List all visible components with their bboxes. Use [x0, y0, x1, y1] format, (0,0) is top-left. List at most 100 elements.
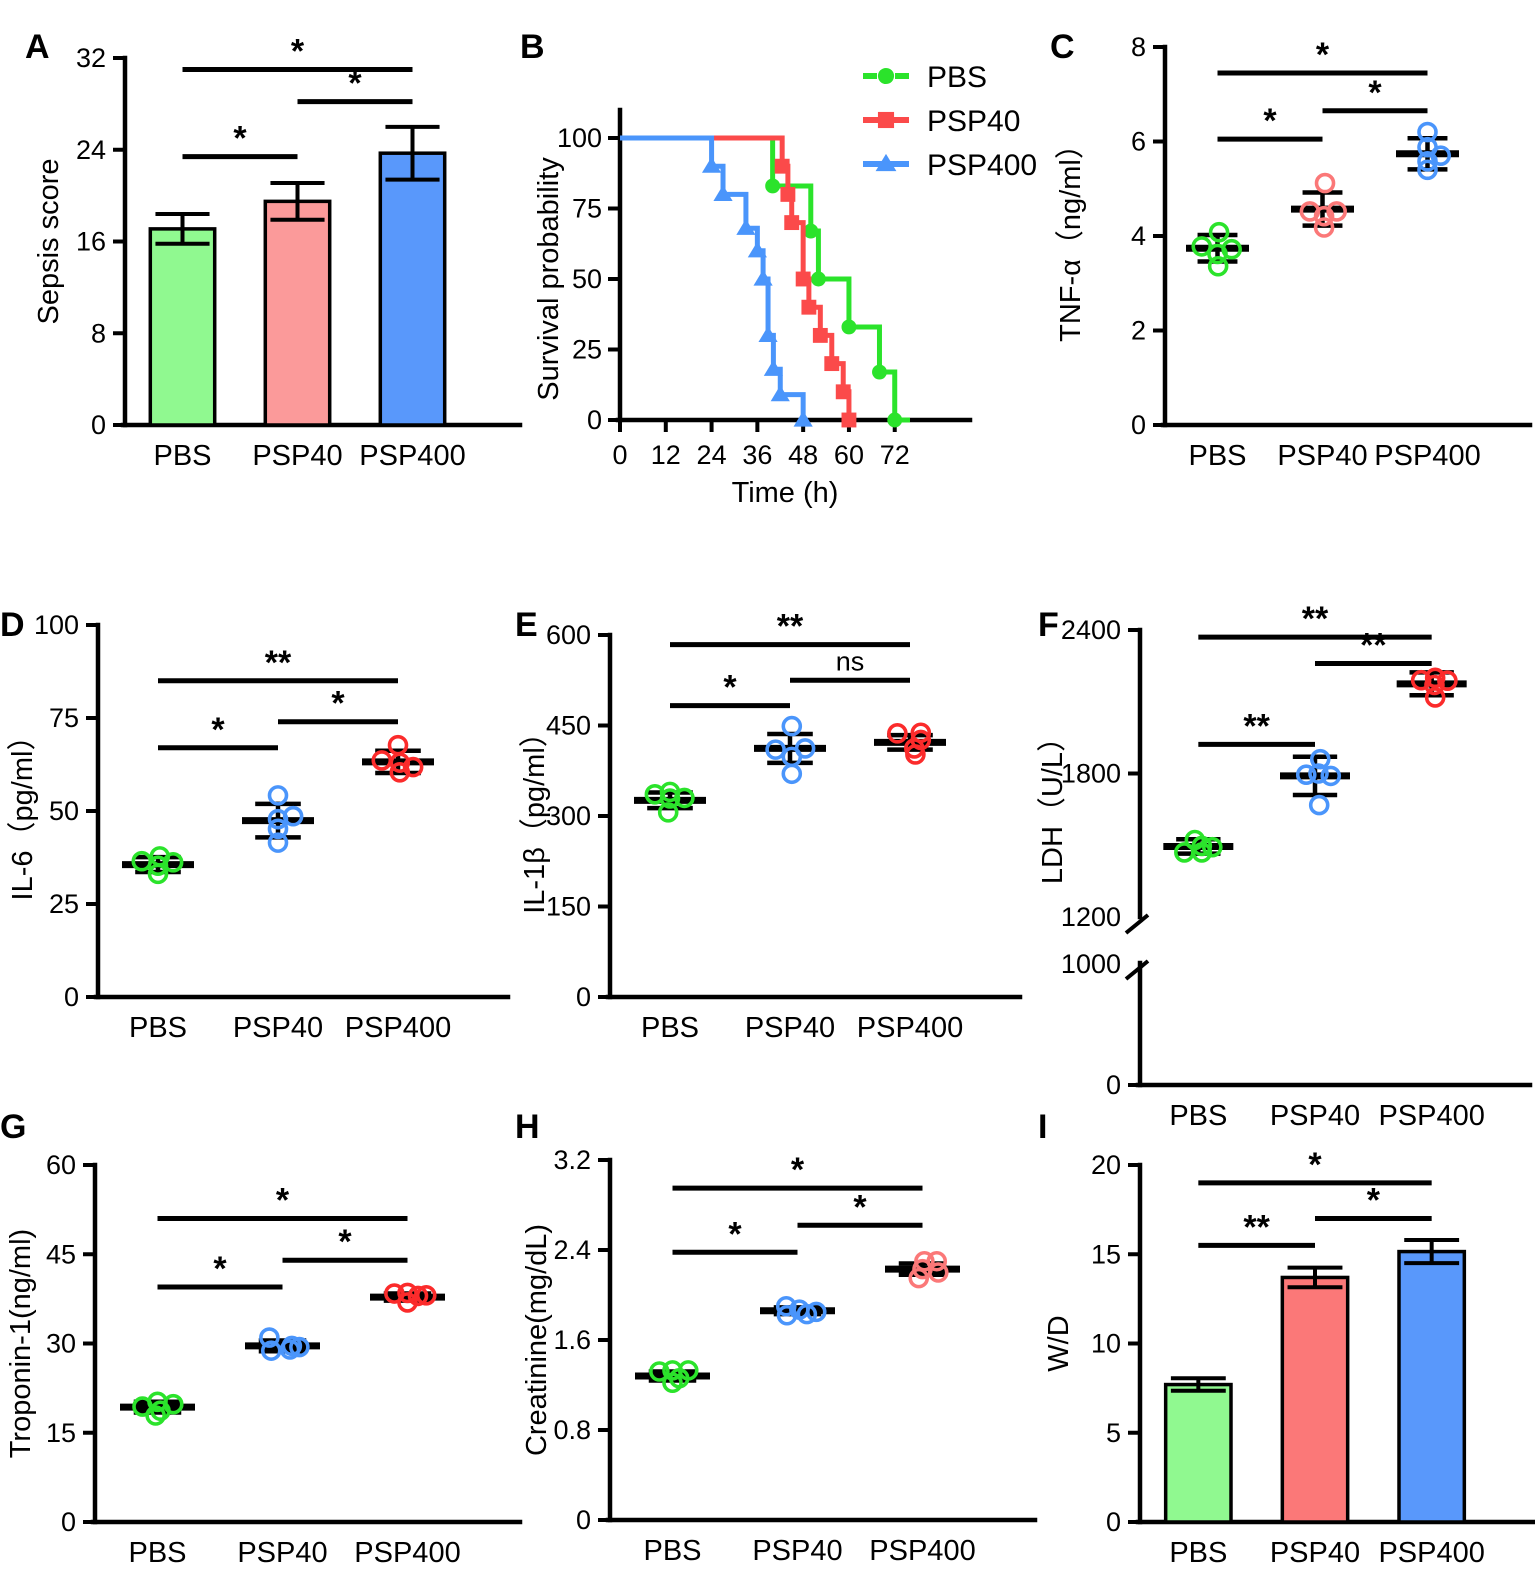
y-axis-title: IL-1β（pg/ml） — [519, 718, 551, 914]
series-marker-triangle — [747, 241, 767, 258]
series-marker-square — [835, 384, 851, 400]
data-point — [1295, 764, 1317, 785]
x-category-label: PSP400 — [1378, 1100, 1484, 1132]
significance-label: ** — [265, 644, 292, 682]
svg-text:3.2: 3.2 — [553, 1145, 591, 1175]
svg-text:60: 60 — [834, 440, 864, 470]
svg-text:8: 8 — [91, 318, 106, 348]
series-marker-triangle — [753, 269, 773, 286]
data-point — [926, 1250, 948, 1272]
data-point — [289, 1336, 310, 1358]
legend-label-psp400: PSP400 — [927, 149, 1037, 182]
y-axis-title: Troponin-1(ng/ml) — [5, 1229, 37, 1458]
svg-text:75: 75 — [49, 703, 79, 733]
panel-b: B 0 25 50 75 100 0 12 24 36 48 60 72 Survival probabi… — [510, 0, 1040, 509]
x-category-label: PBS — [641, 1012, 699, 1044]
svg-text:50: 50 — [572, 264, 602, 294]
series-marker-triangle — [875, 153, 897, 172]
data-point — [1320, 765, 1342, 787]
significance-label: * — [1263, 102, 1277, 140]
data-point — [1437, 670, 1458, 692]
panel-letter-i: I — [1038, 1108, 1048, 1146]
axis-break-slash-upper — [1124, 913, 1150, 935]
series-marker-triangle — [701, 156, 722, 173]
panel-e-plot: 0 150 300 450 600 PBS PSP40 PSP400 IL-1β（pg/ml） *… — [519, 608, 1023, 1044]
data-point — [657, 802, 679, 823]
svg-text:150: 150 — [546, 892, 591, 922]
data-point — [659, 788, 681, 809]
series-marker-square — [774, 158, 790, 174]
panel-letter-g: G — [0, 1108, 27, 1146]
svg-text:25: 25 — [572, 335, 602, 365]
data-point — [1191, 842, 1213, 863]
series-marker-circle — [765, 178, 781, 194]
svg-text:0: 0 — [587, 405, 602, 435]
svg-text:16: 16 — [76, 227, 106, 257]
bar-psp40 — [263, 199, 332, 427]
data-point — [162, 1393, 184, 1415]
bar-psp40 — [1280, 1275, 1350, 1524]
panel-letter-h: H — [515, 1108, 540, 1146]
svg-text:20: 20 — [1091, 1150, 1121, 1180]
series-marker-circle — [841, 319, 857, 335]
data-point — [765, 739, 786, 760]
series-marker-triangle — [763, 359, 783, 376]
y-axis-title: LDH（U/L） — [1037, 723, 1069, 884]
data-point — [1430, 145, 1452, 166]
data-point — [781, 715, 803, 737]
svg-text:0: 0 — [1131, 410, 1146, 440]
svg-text:60: 60 — [46, 1150, 76, 1180]
bar-psp400 — [1397, 1249, 1467, 1524]
series-marker-circle — [877, 67, 895, 85]
x-category-label: PSP400 — [345, 1012, 451, 1044]
series-marker-square — [801, 299, 817, 315]
series-marker-triangle — [758, 326, 778, 342]
svg-text:5: 5 — [1106, 1418, 1121, 1448]
svg-text:1800: 1800 — [1061, 759, 1121, 789]
series-marker-square — [824, 356, 840, 372]
x-category-label: PSP400 — [1374, 440, 1480, 472]
panel-h: H 0 0.8 1.6 2.4 3.2 PBS PSP40 PSP400 Creatinine(m… — [510, 1070, 1038, 1570]
svg-text:0: 0 — [64, 982, 79, 1012]
data-point — [267, 832, 289, 853]
x-category-label: PSP400 — [1378, 1537, 1484, 1569]
series-marker-triangle — [736, 218, 756, 235]
bar-psp400 — [378, 151, 447, 427]
svg-text:0: 0 — [612, 440, 627, 470]
x-category-label: PSP400 — [354, 1537, 460, 1569]
data-point — [908, 1267, 930, 1289]
panel-g: G 0 15 30 45 60 PBS PSP40 PSP400 Troponin-1(ng/ml… — [0, 1070, 523, 1570]
data-point — [1313, 205, 1335, 227]
svg-text:48: 48 — [788, 440, 818, 470]
significance-label: * — [211, 711, 225, 749]
data-point — [145, 1405, 166, 1426]
svg-text:12: 12 — [651, 440, 681, 470]
svg-text:25: 25 — [49, 889, 79, 919]
series-marker-square — [784, 215, 800, 231]
x-axis-title: Time (h) — [732, 477, 839, 509]
x-category-label: PBS — [153, 440, 211, 472]
data-point — [775, 1295, 797, 1317]
data-point — [1208, 221, 1230, 243]
svg-text:0: 0 — [61, 1507, 76, 1537]
significance-label: * — [728, 1215, 742, 1253]
series-marker-square — [812, 327, 828, 343]
significance-label: ** — [777, 608, 804, 646]
data-point — [649, 1361, 670, 1382]
x-category-label: PBS — [1169, 1537, 1227, 1569]
significance-label: ns — [836, 646, 865, 676]
significance-label: * — [291, 32, 305, 70]
data-point — [1424, 667, 1446, 689]
svg-text:100: 100 — [557, 123, 602, 153]
x-category-label: PBS — [1169, 1100, 1227, 1132]
x-category-label: PSP40 — [752, 1535, 842, 1567]
significance-label: ** — [1302, 600, 1329, 638]
svg-text:10: 10 — [1091, 1329, 1121, 1359]
data-point — [147, 863, 169, 885]
svg-text:450: 450 — [546, 711, 591, 741]
svg-text:30: 30 — [46, 1329, 76, 1359]
significance-label: * — [1368, 74, 1382, 112]
svg-text:0: 0 — [1106, 1507, 1121, 1537]
data-point — [1424, 687, 1446, 708]
